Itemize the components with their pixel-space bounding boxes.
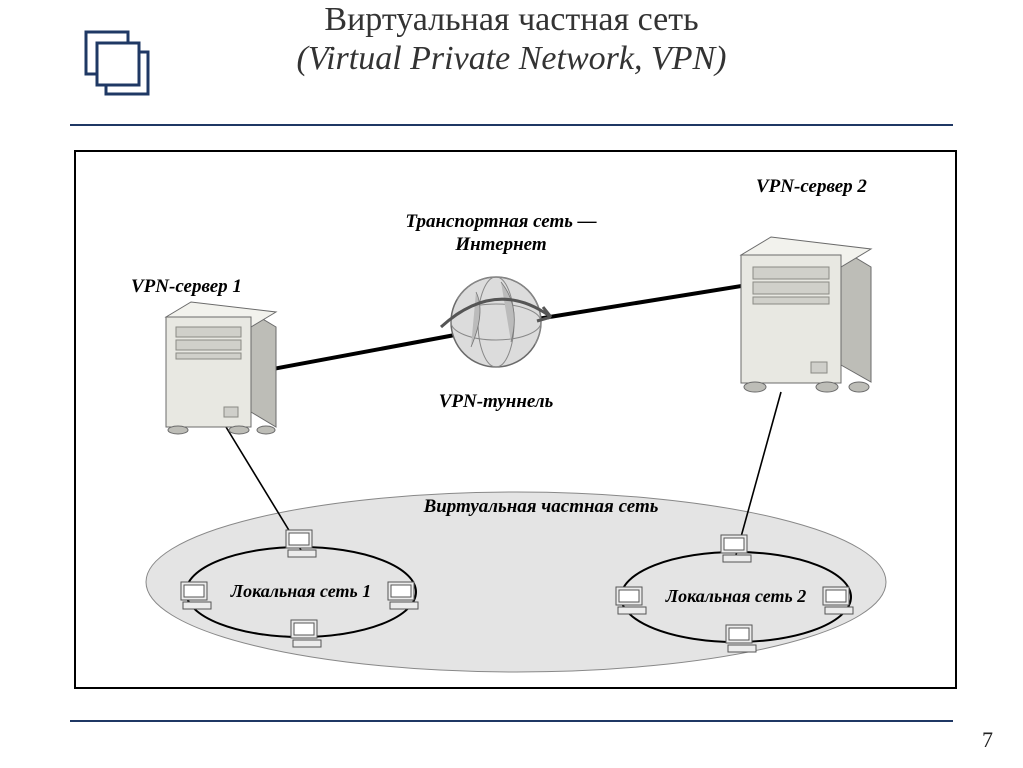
divider-bottom [70, 720, 953, 722]
lan1-pc-right [388, 582, 418, 609]
server2-icon [741, 237, 871, 392]
network-diagram: VPN-сервер 1 VPN-сервер 2 Транспортная с… [76, 152, 955, 687]
label-lan2: Локальная сеть 2 [665, 586, 806, 606]
label-server1: VPN-сервер 1 [131, 276, 242, 297]
tunnel-line-left [246, 332, 471, 374]
divider-top [70, 124, 953, 126]
lan2-pc-bottom [726, 625, 756, 652]
label-transport-2: Интернет [454, 234, 546, 255]
lan1-pc-bottom [291, 620, 321, 647]
label-server2: VPN-сервер 2 [756, 176, 867, 197]
label-tunnel: VPN-туннель [439, 391, 554, 412]
lan2-pc-left [616, 587, 646, 614]
label-lan1: Локальная сеть 1 [230, 581, 371, 601]
page-number: 7 [982, 727, 993, 753]
lan2-pc-right [823, 587, 853, 614]
server1-icon [166, 302, 276, 434]
title-line-1: Виртуальная частная сеть [324, 1, 698, 38]
globe-icon [441, 261, 557, 367]
tunnel-line-right [531, 282, 766, 320]
lan2-pc-top [721, 535, 751, 562]
slide: Виртуальная частная сеть (Virtual Privat… [0, 0, 1023, 768]
diagram-frame: VPN-сервер 1 VPN-сервер 2 Транспортная с… [74, 150, 957, 689]
label-vpn-net: Виртуальная частная сеть [423, 496, 659, 517]
title-line-2: (Virtual Private Network, VPN) [297, 40, 727, 77]
label-transport-1: Транспортная сеть — [405, 211, 596, 232]
lan1-pc-top [286, 530, 316, 557]
lan1-pc-left [181, 582, 211, 609]
slide-title: Виртуальная частная сеть (Virtual Privat… [0, 0, 1023, 78]
